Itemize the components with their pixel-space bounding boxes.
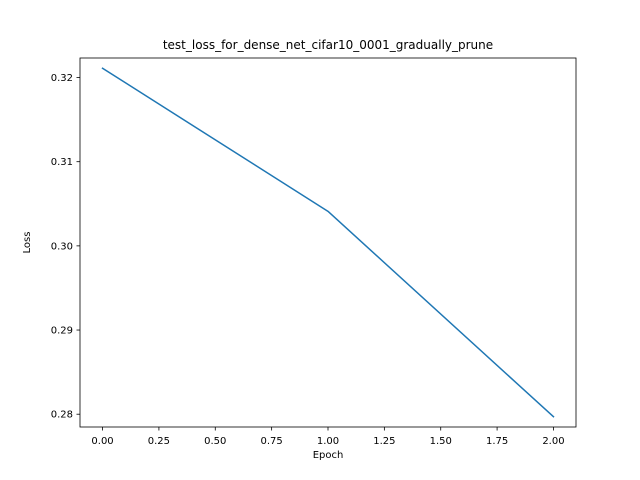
x-tick-label: 0.00 [91,436,113,447]
y-axis-ticks: 0.28 0.29 0.30 0.31 0.32 [51,73,80,421]
x-axis-ticks: 0.00 0.25 0.50 0.75 1.00 1.25 1.50 1.75 2.00 [91,427,565,447]
x-axis-label: Epoch [313,450,344,461]
y-tick-label: 0.32 [51,73,73,84]
x-tick-label: 0.50 [204,436,226,447]
x-tick-label: 0.75 [261,436,283,447]
chart-title: test_loss_for_dense_net_cifar10_0001_gra… [163,38,493,52]
plot-frame [79,57,577,428]
y-tick-label: 0.29 [51,326,73,337]
x-tick-label: 0.25 [148,436,170,447]
y-tick-label: 0.31 [51,157,73,168]
y-tick-label: 0.30 [51,241,73,252]
y-axis-label: Loss [22,232,33,254]
series-layer [101,67,555,418]
y-tick-label: 0.28 [51,410,73,421]
plot-area [80,58,576,427]
x-tick-label: 1.25 [373,436,395,447]
x-tick-label: 1.00 [317,436,339,447]
x-tick-label: 1.50 [430,436,452,447]
x-tick-label: 1.75 [486,436,508,447]
x-tick-label: 2.00 [542,436,564,447]
